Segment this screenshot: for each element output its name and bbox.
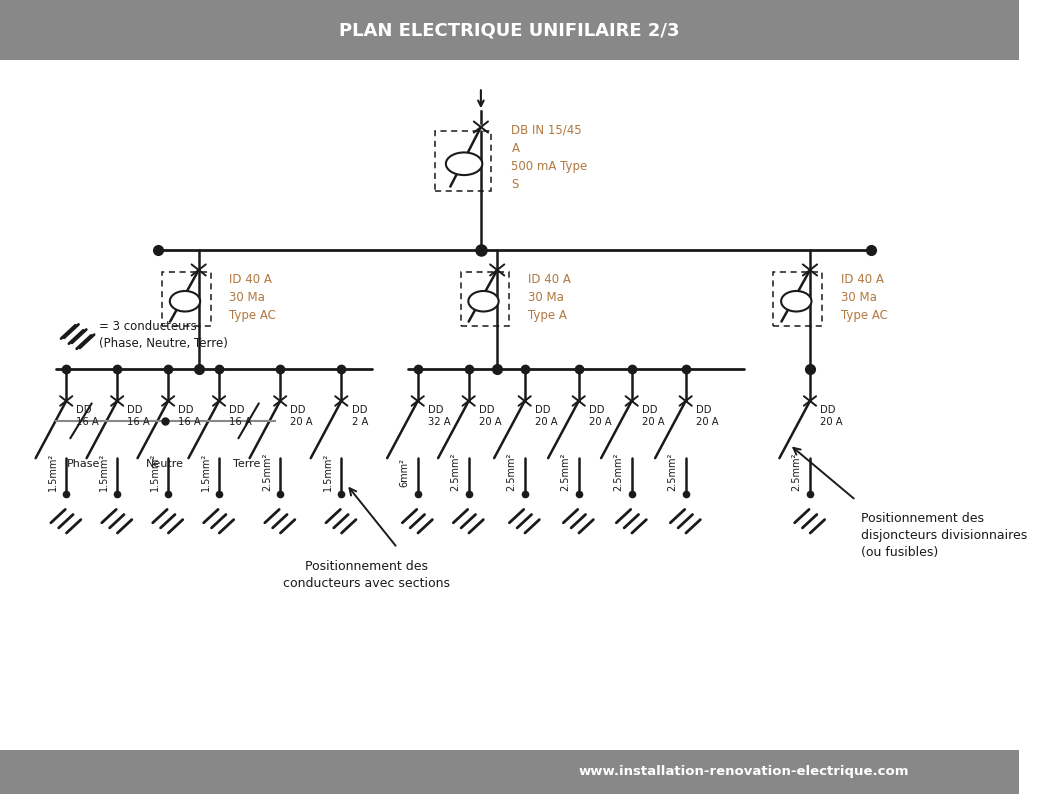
Text: DD
20 A: DD 20 A [479, 405, 501, 427]
Text: Terre: Terre [233, 459, 260, 469]
Text: DD
16 A: DD 16 A [179, 405, 201, 427]
Text: DD
20 A: DD 20 A [696, 405, 718, 427]
Text: DB IN 15/45
A
500 mA Type
S: DB IN 15/45 A 500 mA Type S [511, 124, 587, 191]
FancyBboxPatch shape [0, 750, 1019, 794]
Text: Positionnement des
conducteurs avec sections: Positionnement des conducteurs avec sect… [284, 560, 451, 590]
Text: 2.5mm²: 2.5mm² [507, 453, 516, 491]
Text: DD
20 A: DD 20 A [820, 405, 843, 427]
Text: 6mm²: 6mm² [400, 457, 409, 487]
Text: 2.5mm²: 2.5mm² [614, 453, 623, 491]
Text: 2.5mm²: 2.5mm² [262, 453, 272, 491]
Text: DD
20 A: DD 20 A [290, 405, 313, 427]
Text: = 3 conducteurs
(Phase, Neutre, Terre): = 3 conducteurs (Phase, Neutre, Terre) [98, 320, 227, 350]
Text: 1.5mm²: 1.5mm² [98, 453, 109, 491]
Text: Positionnement des
disjoncteurs divisionnaires
(ou fusibles): Positionnement des disjoncteurs division… [861, 512, 1027, 559]
Ellipse shape [170, 291, 200, 311]
Text: DD
16 A: DD 16 A [127, 405, 150, 427]
Text: DD
20 A: DD 20 A [589, 405, 612, 427]
Text: ID 40 A
30 Ma
Type AC: ID 40 A 30 Ma Type AC [840, 273, 888, 322]
Text: 1.5mm²: 1.5mm² [201, 453, 211, 491]
Text: DD
16 A: DD 16 A [230, 405, 252, 427]
Ellipse shape [781, 291, 811, 311]
Text: DD
20 A: DD 20 A [535, 405, 558, 427]
Text: 2.5mm²: 2.5mm² [561, 453, 570, 491]
Text: DD
20 A: DD 20 A [642, 405, 664, 427]
Text: PLAN ELECTRIQUE UNIFILAIRE 2/3: PLAN ELECTRIQUE UNIFILAIRE 2/3 [340, 21, 679, 39]
FancyBboxPatch shape [0, 0, 1019, 60]
Text: Neutre: Neutre [146, 459, 184, 469]
Text: 2.5mm²: 2.5mm² [451, 453, 460, 491]
Text: DD
16 A: DD 16 A [76, 405, 99, 427]
Text: 2.5mm²: 2.5mm² [668, 453, 677, 491]
Text: 2.5mm²: 2.5mm² [791, 453, 802, 491]
Text: Phase: Phase [67, 459, 101, 469]
Ellipse shape [445, 152, 482, 175]
Text: ID 40 A
30 Ma
Type A: ID 40 A 30 Ma Type A [528, 273, 570, 322]
Text: 1.5mm²: 1.5mm² [150, 453, 160, 491]
Text: www.installation-renovation-electrique.com: www.installation-renovation-electrique.c… [579, 765, 909, 778]
Text: DD
32 A: DD 32 A [427, 405, 451, 427]
Text: 1.5mm²: 1.5mm² [48, 453, 58, 491]
Text: DD
2 A: DD 2 A [351, 405, 368, 427]
Text: 1.5mm²: 1.5mm² [323, 453, 333, 491]
Text: ID 40 A
30 Ma
Type AC: ID 40 A 30 Ma Type AC [230, 273, 276, 322]
Ellipse shape [469, 291, 498, 311]
